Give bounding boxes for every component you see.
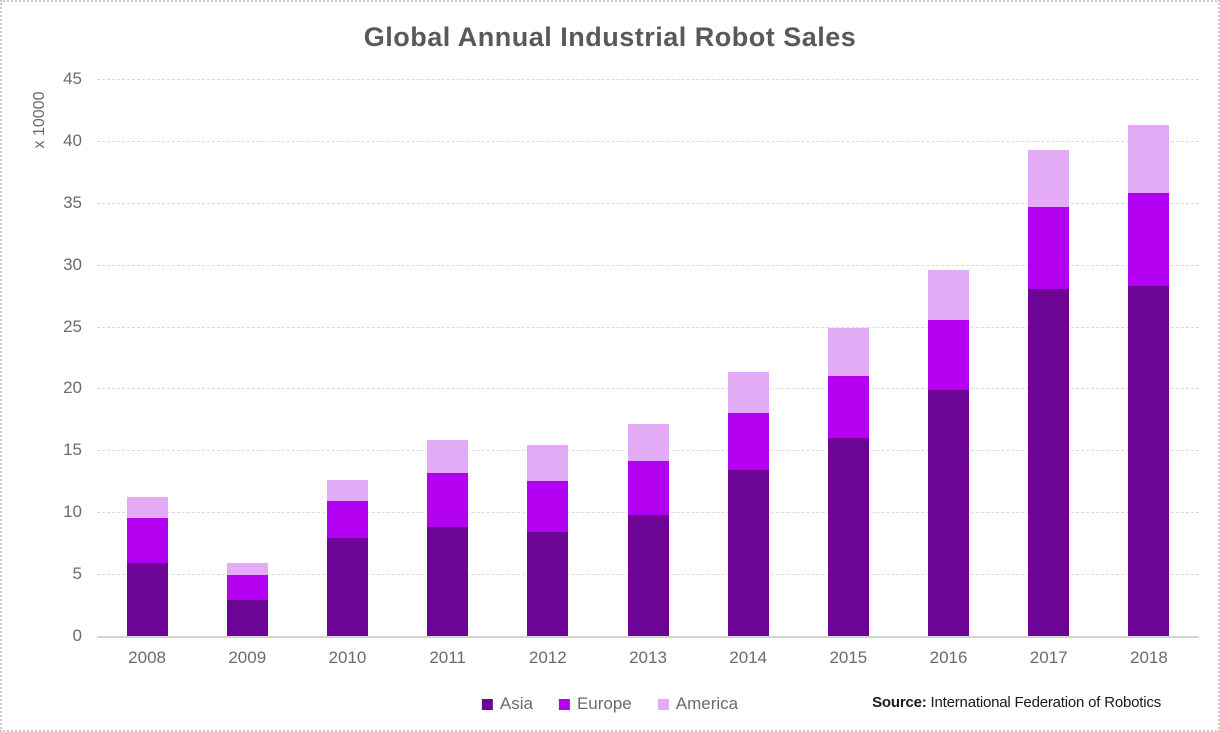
y-tick-15: 15: [63, 440, 82, 460]
x-tick-2014: 2014: [729, 648, 768, 667]
y-axis-tick-labels: 0 5 10 15 20 25 30 35 40 45: [2, 2, 82, 730]
x-tick-2018: 2018: [1129, 648, 1168, 667]
bar-2018-europe: [1128, 192, 1170, 286]
y-tick-30: 30: [63, 254, 82, 274]
bar-2015-asia: [827, 437, 869, 636]
bar-2013-europe: [627, 461, 669, 515]
legend-label-america: America: [675, 694, 739, 713]
legend-swatch-europe: [558, 698, 570, 710]
y-tick-35: 35: [63, 192, 82, 212]
bar-2017-asia: [1028, 289, 1070, 636]
x-tick-2009: 2009: [228, 648, 267, 667]
bar-2016-europe: [928, 320, 970, 390]
bar-2009-america: [226, 562, 268, 576]
bar-2009-asia: [226, 600, 268, 636]
bar-2014-america: [727, 372, 769, 414]
bar-2018-america: [1128, 124, 1170, 193]
bar-2009-europe: [226, 575, 268, 601]
bar-2011-america: [427, 440, 469, 473]
x-tick-2011: 2011: [429, 648, 466, 667]
legend-item-asia: Asia: [481, 694, 533, 714]
x-tick-2017: 2017: [1029, 648, 1068, 667]
bar-2012-europe: [527, 481, 569, 533]
bar-2008-europe: [126, 518, 168, 563]
legend-swatch-america: [657, 698, 669, 710]
bar-2010-asia: [326, 538, 368, 636]
plot-area: [97, 79, 1199, 638]
source-text: International Federation of Robotics: [930, 694, 1162, 711]
bar-2016-asia: [928, 389, 970, 636]
y-tick-10: 10: [63, 502, 82, 522]
y-tick-45: 45: [63, 69, 82, 88]
y-tick-25: 25: [63, 316, 82, 336]
bar-2015-europe: [827, 376, 869, 438]
bar-2015-america: [827, 327, 869, 377]
x-tick-2012: 2012: [528, 648, 567, 667]
bar-2013-america: [627, 424, 669, 462]
bar-2017-america: [1028, 149, 1070, 207]
bar-2016-america: [928, 269, 970, 321]
bar-2008-america: [126, 497, 168, 519]
y-tick-0: 0: [72, 626, 82, 645]
bar-2012-asia: [527, 532, 569, 636]
bar-2012-america: [527, 445, 569, 482]
source-note: Source: International Federation of Robot…: [872, 694, 1161, 711]
gridline-y-20: [97, 388, 1199, 390]
gridline-y-35: [97, 202, 1199, 204]
bar-2011-europe: [427, 472, 469, 528]
x-tick-2015: 2015: [829, 648, 868, 667]
x-axis-tick-labels: 2008 2009 2010 2011 2012 2013 2014 2015 2016 2017…: [97, 648, 1199, 672]
bar-2013-asia: [627, 514, 669, 636]
bar-2014-asia: [727, 470, 769, 636]
gridline-y-25: [97, 326, 1199, 328]
bar-2018-asia: [1128, 285, 1170, 636]
x-tick-2013: 2013: [629, 648, 667, 667]
bar-2010-europe: [326, 501, 368, 539]
y-tick-40: 40: [63, 130, 82, 150]
x-tick-2010: 2010: [328, 648, 367, 667]
legend-label-europe: Europe: [576, 694, 632, 713]
bar-2014-europe: [727, 413, 769, 471]
source-label: Source:: [872, 694, 927, 711]
x-tick-2016: 2016: [929, 648, 968, 667]
y-tick-5: 5: [72, 564, 82, 584]
bar-2010-america: [326, 480, 368, 502]
legend-swatch-asia: [481, 698, 493, 710]
y-tick-20: 20: [63, 378, 82, 398]
legend-label-asia: Asia: [499, 694, 533, 713]
chart-title: Global Annual Industrial Robot Sales: [363, 22, 857, 52]
bar-2017-europe: [1028, 206, 1070, 290]
gridline-y-45: [97, 79, 1199, 80]
bar-2008-asia: [126, 562, 168, 636]
gridline-y-30: [97, 264, 1199, 266]
legend-item-europe: Europe: [558, 694, 632, 714]
legend: Asia Europe America: [481, 694, 739, 714]
x-tick-2008: 2008: [128, 648, 166, 667]
gridline-y-40: [97, 140, 1199, 142]
bar-2011-asia: [427, 527, 469, 636]
legend-item-america: America: [657, 694, 739, 714]
